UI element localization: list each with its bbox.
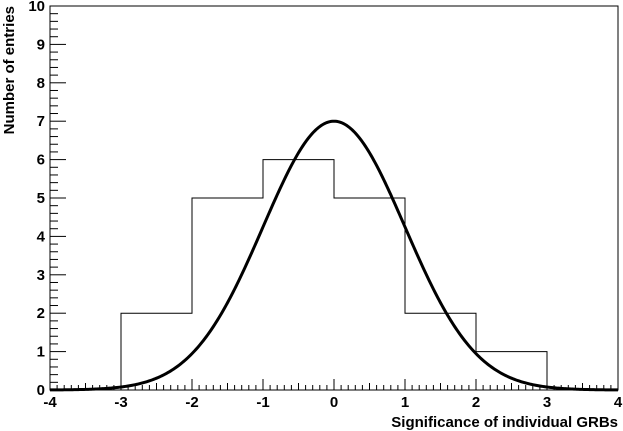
y-axis-label: Number of entries — [1, 6, 18, 134]
x-tick-label: 1 — [401, 394, 409, 411]
y-tick-labels: 0 1 2 3 4 5 6 7 8 9 10 — [28, 0, 45, 399]
x-tick-label: 4 — [614, 394, 623, 411]
x-tick-label: -3 — [114, 394, 127, 411]
y-tick-label: 1 — [37, 344, 45, 361]
y-tick-label: 8 — [37, 75, 45, 92]
y-tick-label: 3 — [37, 267, 45, 284]
x-tick-label: -2 — [185, 394, 198, 411]
y-tick-label: 5 — [37, 190, 45, 207]
x-tick-label: 2 — [472, 394, 480, 411]
y-tick-label: 9 — [37, 36, 45, 53]
x-tick-label: 3 — [543, 394, 551, 411]
y-tick-label: 7 — [37, 113, 45, 130]
histogram-bins — [50, 159, 618, 391]
y-tick-label: 10 — [28, 0, 45, 15]
y-tick-label: 4 — [37, 228, 46, 245]
x-tick-label: -4 — [43, 394, 57, 411]
y-tick-label: 6 — [37, 152, 45, 169]
y-tick-label: 2 — [37, 305, 45, 322]
x-tick-label: 0 — [330, 394, 338, 411]
x-tick-labels: -4 -3 -2 -1 0 1 2 3 4 — [43, 394, 623, 411]
histogram-outline — [50, 159, 618, 391]
gaussian-fit-curve — [49, 119, 619, 392]
y-tick-label: 0 — [37, 382, 45, 399]
x-tick-label: -1 — [256, 394, 269, 411]
x-axis-label: Significance of individual GRBs — [391, 414, 618, 431]
